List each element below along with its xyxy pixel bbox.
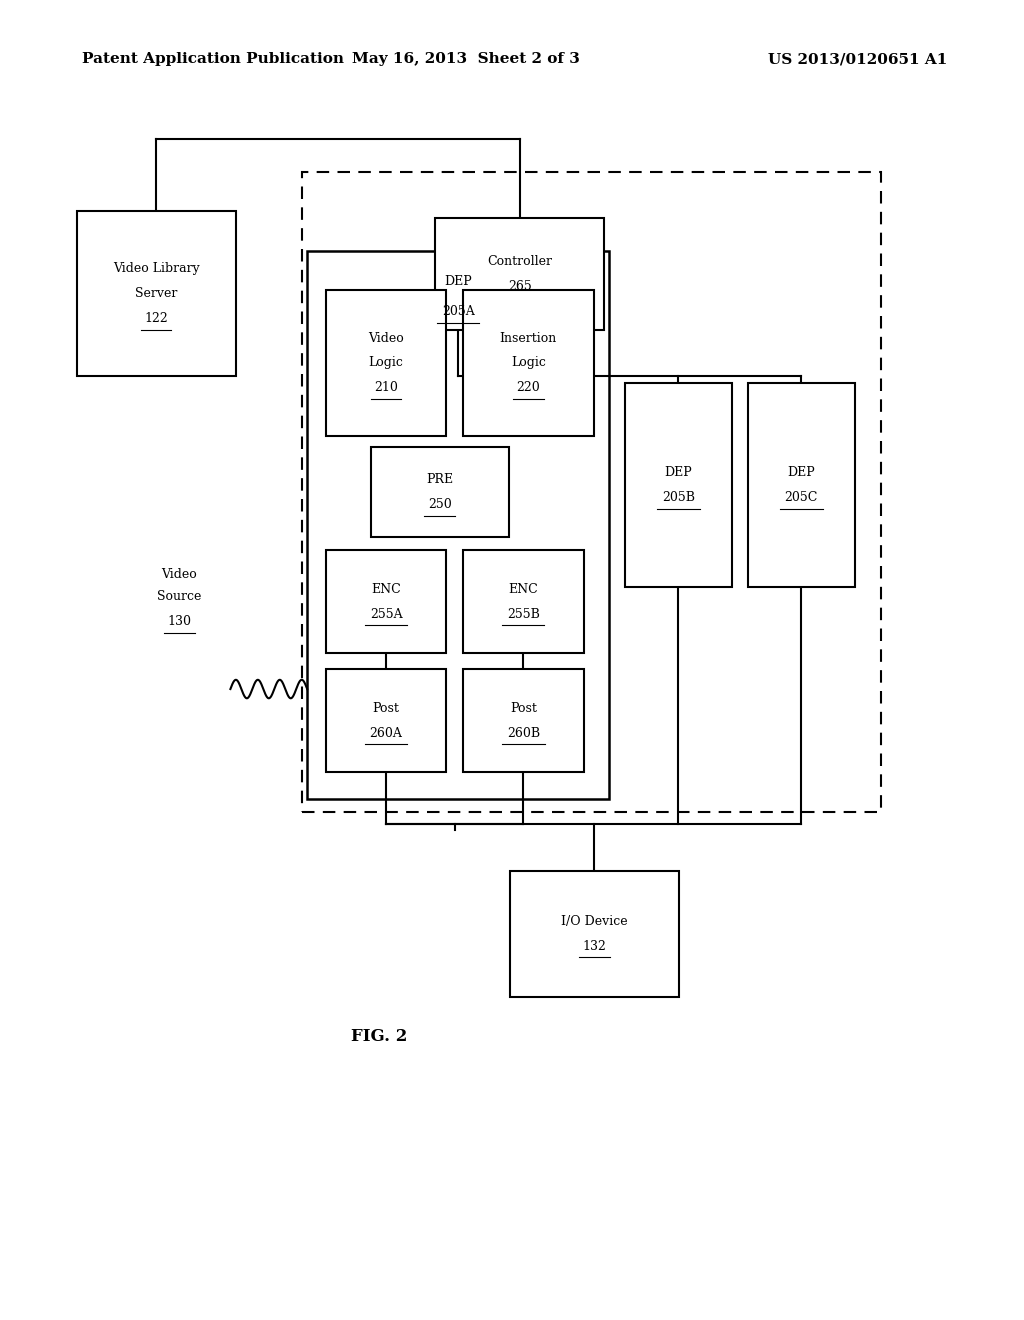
Text: I/O Device: I/O Device bbox=[561, 915, 628, 928]
Text: US 2013/0120651 A1: US 2013/0120651 A1 bbox=[768, 53, 947, 66]
FancyBboxPatch shape bbox=[463, 290, 594, 436]
Text: Video: Video bbox=[369, 331, 403, 345]
FancyBboxPatch shape bbox=[326, 550, 446, 653]
Text: 205C: 205C bbox=[784, 491, 818, 504]
FancyBboxPatch shape bbox=[77, 211, 236, 376]
Text: 250: 250 bbox=[428, 499, 452, 511]
Text: 265: 265 bbox=[508, 280, 531, 293]
FancyBboxPatch shape bbox=[463, 669, 584, 772]
Text: 260A: 260A bbox=[370, 727, 402, 739]
FancyBboxPatch shape bbox=[625, 383, 732, 587]
Text: Patent Application Publication: Patent Application Publication bbox=[82, 53, 344, 66]
FancyBboxPatch shape bbox=[463, 550, 584, 653]
Text: DEP: DEP bbox=[787, 466, 815, 479]
FancyBboxPatch shape bbox=[326, 669, 446, 772]
Text: Logic: Logic bbox=[369, 356, 403, 370]
Text: Video: Video bbox=[162, 568, 197, 581]
Text: 210: 210 bbox=[374, 381, 398, 395]
Text: Logic: Logic bbox=[511, 356, 546, 370]
Text: 122: 122 bbox=[144, 312, 168, 325]
Text: 260B: 260B bbox=[507, 727, 540, 739]
FancyBboxPatch shape bbox=[307, 251, 609, 799]
Text: 205A: 205A bbox=[442, 305, 474, 318]
Text: 132: 132 bbox=[583, 940, 606, 953]
FancyBboxPatch shape bbox=[435, 218, 604, 330]
Text: May 16, 2013  Sheet 2 of 3: May 16, 2013 Sheet 2 of 3 bbox=[352, 53, 580, 66]
FancyBboxPatch shape bbox=[326, 290, 446, 436]
Text: 255B: 255B bbox=[507, 609, 540, 620]
Text: Video Library: Video Library bbox=[113, 263, 200, 276]
Text: Source: Source bbox=[157, 590, 202, 603]
FancyBboxPatch shape bbox=[371, 447, 509, 537]
Text: Insertion: Insertion bbox=[500, 331, 557, 345]
Text: Post: Post bbox=[373, 702, 399, 714]
Text: PRE: PRE bbox=[426, 474, 454, 486]
Text: 255A: 255A bbox=[370, 609, 402, 620]
Text: Post: Post bbox=[510, 702, 537, 714]
Text: 220: 220 bbox=[516, 381, 541, 395]
Text: Controller: Controller bbox=[487, 255, 552, 268]
Text: 205B: 205B bbox=[662, 491, 695, 504]
Text: ENC: ENC bbox=[371, 583, 401, 595]
Text: 130: 130 bbox=[167, 615, 191, 628]
FancyBboxPatch shape bbox=[510, 871, 679, 997]
Text: FIG. 2: FIG. 2 bbox=[350, 1028, 408, 1044]
Text: DEP: DEP bbox=[444, 275, 472, 288]
Text: Server: Server bbox=[135, 288, 177, 300]
Text: ENC: ENC bbox=[508, 583, 539, 595]
FancyBboxPatch shape bbox=[748, 383, 855, 587]
Text: DEP: DEP bbox=[665, 466, 692, 479]
